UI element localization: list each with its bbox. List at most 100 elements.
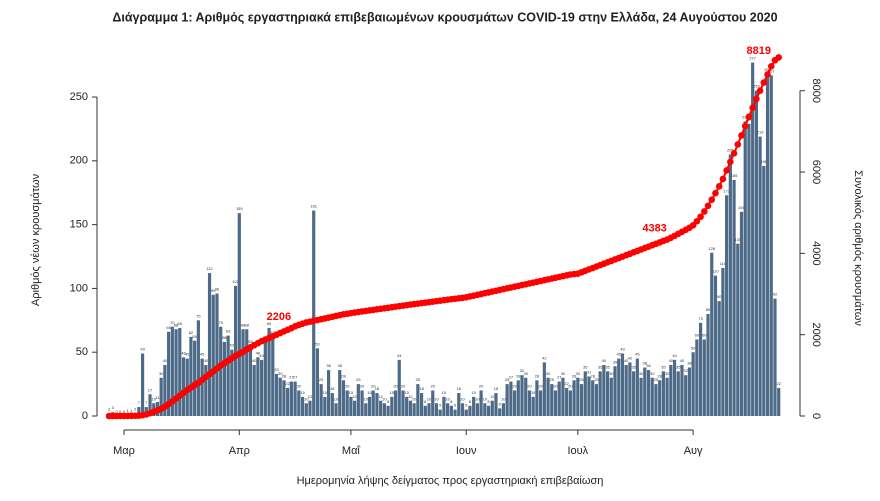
- bar: [405, 396, 409, 416]
- bar-label: 8: [450, 399, 453, 404]
- bar-label: 70: [218, 320, 223, 325]
- bar-label: 46: [181, 350, 186, 355]
- bar-label: 10: [460, 396, 465, 401]
- bar: [687, 367, 692, 416]
- bar: [743, 121, 747, 416]
- bar: [721, 268, 725, 416]
- bar: [632, 371, 636, 416]
- bar: [300, 396, 305, 416]
- bar-label: 35: [583, 364, 588, 369]
- bar: [498, 408, 502, 416]
- bar-label: 22: [285, 381, 290, 386]
- bar: [762, 165, 766, 416]
- bar: [241, 329, 245, 416]
- bar: [393, 390, 398, 416]
- bar: [434, 403, 439, 416]
- bar: [751, 62, 755, 416]
- line-point: [697, 213, 704, 221]
- bar: [408, 400, 413, 416]
- bar-label: 8: [387, 399, 390, 404]
- bar: [658, 380, 662, 416]
- bar-label: 30: [609, 371, 614, 376]
- bar: [654, 384, 658, 416]
- bar: [431, 390, 435, 416]
- bar: [739, 211, 744, 416]
- line-point: [701, 208, 708, 215]
- line-label: 4383: [642, 223, 666, 235]
- bar-label: 59: [192, 334, 197, 339]
- bar: [747, 123, 751, 417]
- bar: [200, 358, 204, 416]
- bar: [312, 210, 316, 416]
- bar-label: 31: [587, 370, 592, 375]
- bar-label: 22: [776, 381, 781, 386]
- bar-label: 15: [300, 390, 305, 395]
- bar-label: 50: [691, 345, 696, 350]
- bar-label: 185: [731, 173, 738, 178]
- bar-label: 39: [613, 359, 618, 364]
- line-label: 8819: [746, 45, 770, 57]
- bar-label: 27: [289, 375, 294, 380]
- bar-label: 28: [282, 373, 287, 378]
- bar: [371, 390, 375, 416]
- bar-label: 90: [717, 294, 722, 299]
- bar-label: 63: [226, 329, 231, 334]
- bar: [367, 396, 372, 416]
- bar: [181, 357, 186, 416]
- bar-label: 25: [505, 377, 510, 382]
- bar-label: 30: [159, 371, 164, 376]
- line-point: [738, 132, 745, 139]
- bar: [401, 390, 405, 416]
- bar: [546, 377, 550, 416]
- bar: [501, 403, 506, 416]
- bar: [710, 252, 714, 416]
- bar: [207, 273, 212, 416]
- bar-label: 80: [706, 307, 711, 312]
- bar: [713, 275, 718, 416]
- y2-tick-label: 2000: [810, 322, 822, 346]
- bar-label: 0: [115, 409, 118, 414]
- bar-label: 18: [419, 386, 424, 391]
- bar: [341, 380, 346, 416]
- bar: [211, 294, 215, 416]
- x-tick-label: Απρ: [229, 445, 250, 457]
- bar-label: 25: [654, 377, 659, 382]
- bar: [289, 381, 293, 416]
- bar-label: 18: [457, 386, 462, 391]
- x-tick-label: Μαΐ: [342, 445, 361, 457]
- bar-label: 35: [661, 364, 666, 369]
- bar: [754, 90, 758, 416]
- bar: [189, 336, 193, 416]
- bar-label: 35: [598, 364, 603, 369]
- bar-label: 44: [397, 353, 402, 358]
- bar: [509, 381, 513, 416]
- bar-label: 52: [230, 343, 235, 348]
- bar-label: 95: [211, 288, 216, 293]
- bar: [583, 371, 587, 416]
- bar-label: 10: [475, 396, 480, 401]
- bar: [650, 377, 654, 416]
- bar: [542, 362, 546, 416]
- line-point: [704, 202, 712, 210]
- bar: [605, 371, 610, 416]
- y2-tick-label: 4000: [810, 241, 822, 265]
- bar: [635, 358, 639, 416]
- bar-label: 116: [720, 261, 727, 266]
- bar: [174, 329, 178, 416]
- bar: [665, 377, 669, 416]
- bar-label: 27: [293, 375, 298, 380]
- bar: [483, 403, 487, 416]
- bar-label: 15: [323, 390, 328, 395]
- y2-tick-label: 0: [810, 413, 822, 419]
- bar-label: 20: [360, 384, 365, 389]
- line-point: [719, 175, 727, 183]
- bar: [353, 400, 357, 416]
- y-tick-label: 50: [76, 346, 88, 358]
- bar: [375, 393, 379, 416]
- bar-label: 44: [259, 353, 264, 358]
- line-point: [760, 79, 768, 86]
- bar-label: 60: [695, 333, 700, 338]
- line-point: [727, 158, 734, 166]
- line-point: [753, 95, 760, 103]
- bar: [717, 301, 721, 416]
